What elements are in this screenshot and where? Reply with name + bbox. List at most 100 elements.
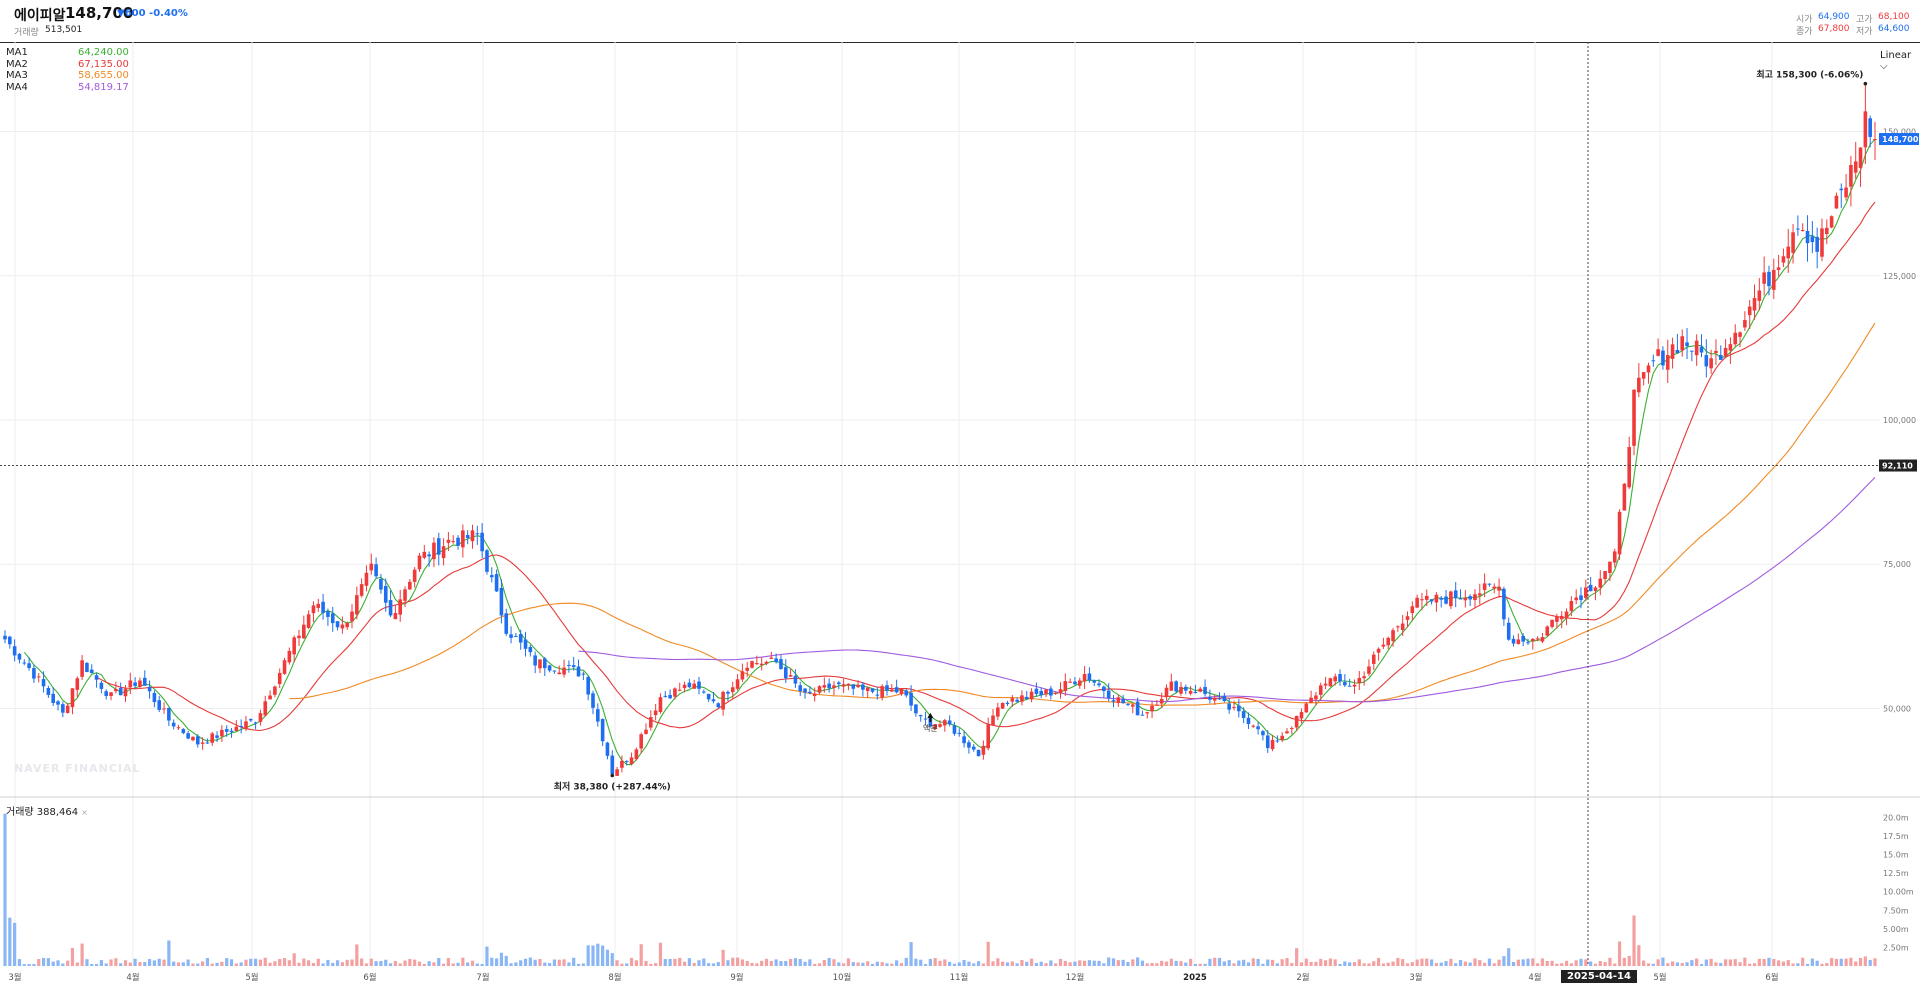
- scale-mode-button[interactable]: Linear ⌵: [1880, 50, 1912, 72]
- volume-bar: [904, 957, 908, 966]
- volume-bar: [1849, 957, 1853, 966]
- candle-body: [996, 707, 1000, 717]
- ma-value: 64,240.00: [78, 47, 129, 58]
- volume-bar: [880, 962, 884, 966]
- volume-bar: [1034, 963, 1038, 966]
- candle-body: [268, 695, 272, 700]
- candle-body: [509, 634, 513, 638]
- ma-name: MA4: [6, 81, 28, 93]
- candle-body: [355, 595, 359, 615]
- volume-bar: [523, 958, 528, 966]
- candle-body: [297, 635, 301, 639]
- candle-body: [176, 727, 181, 729]
- volume-bar: [292, 953, 296, 966]
- volume-bar: [1868, 960, 1872, 966]
- candle-body: [1415, 597, 1419, 608]
- volume-bar: [591, 945, 595, 966]
- candle-body: [1010, 698, 1015, 702]
- candle-body: [191, 736, 195, 741]
- volume-bar: [480, 963, 484, 966]
- volume-bar: [538, 958, 542, 966]
- volume-bar: [1714, 962, 1718, 966]
- volume-bar: [981, 963, 985, 966]
- volume-bar: [1454, 963, 1458, 966]
- price-axis-label: 50,000: [1883, 704, 1911, 713]
- volume-bar: [268, 962, 272, 966]
- volume-bar: [1752, 963, 1757, 966]
- candle-body: [1044, 689, 1048, 695]
- volume-bar: [1020, 960, 1024, 966]
- candle-body: [1420, 599, 1424, 601]
- volume-bar: [1834, 958, 1839, 966]
- volume-bar: [1617, 941, 1622, 966]
- volume-bar: [1603, 962, 1607, 966]
- candle-body: [1714, 350, 1718, 353]
- candle-body: [856, 684, 860, 688]
- volume-bar: [668, 958, 672, 966]
- candle-body: [359, 584, 364, 596]
- candle-body: [65, 705, 70, 713]
- close-icon[interactable]: ×: [81, 808, 88, 817]
- candle-body: [364, 572, 369, 586]
- volume-bar: [1116, 960, 1120, 966]
- volume-bar: [1777, 960, 1781, 966]
- candle-body: [697, 681, 701, 689]
- volume-bar: [1314, 961, 1318, 966]
- candle-body: [1102, 686, 1106, 692]
- volume-bar: [1054, 963, 1058, 966]
- volume-bar: [1323, 960, 1328, 966]
- candle-body: [369, 563, 374, 571]
- volume-bar: [1352, 962, 1357, 966]
- candle-body: [1126, 704, 1130, 706]
- volume-bar: [46, 958, 50, 966]
- volume-bar: [1507, 948, 1511, 966]
- volume-bar: [8, 917, 12, 966]
- candle-body: [571, 665, 576, 668]
- volume-bar: [808, 959, 812, 966]
- volume-bar: [851, 962, 855, 966]
- candle-body: [1868, 118, 1872, 137]
- candle-body: [1029, 691, 1034, 700]
- candle-body: [1304, 703, 1309, 713]
- candle-body: [118, 688, 123, 696]
- candle-body: [755, 663, 759, 665]
- candle-body: [567, 664, 571, 666]
- volume-bar: [273, 961, 277, 966]
- volume-bar: [639, 944, 643, 966]
- volume-bar: [143, 962, 147, 966]
- volume-bar: [1791, 963, 1795, 966]
- volume-bar: [1193, 963, 1198, 966]
- candle-body: [128, 680, 133, 688]
- volume-bar: [1222, 961, 1226, 966]
- volume-bar: [605, 949, 610, 966]
- volume-bar: [388, 963, 393, 966]
- volume-bar: [1242, 959, 1246, 966]
- candle-body: [1367, 666, 1371, 674]
- volume-bar: [581, 963, 585, 966]
- volume-bar: [340, 962, 344, 966]
- volume-bar: [991, 961, 995, 966]
- volume-bar: [1468, 962, 1472, 966]
- volume-bar: [61, 963, 65, 966]
- candle-body: [726, 691, 730, 694]
- last-price-label: 148,700: [1882, 135, 1919, 144]
- volume-bar: [658, 942, 663, 966]
- volume-bar: [1801, 957, 1805, 966]
- ma-line: [23, 138, 1876, 766]
- candle-body: [514, 636, 518, 638]
- volume-bar: [1810, 958, 1814, 966]
- volume-bar: [967, 961, 971, 966]
- candle-body: [1020, 695, 1024, 702]
- volume-bar: [316, 958, 320, 966]
- candle-body: [1290, 728, 1294, 730]
- candle-body: [981, 745, 986, 755]
- volume-bar: [1642, 960, 1646, 966]
- candle-body: [1261, 731, 1265, 736]
- candle-body: [1193, 691, 1198, 694]
- volume-bar: [1863, 956, 1867, 966]
- volume-bar: [1439, 962, 1443, 966]
- volume-bar: [1227, 960, 1231, 966]
- volume-bar: [1179, 961, 1183, 966]
- volume-bar: [1738, 962, 1742, 966]
